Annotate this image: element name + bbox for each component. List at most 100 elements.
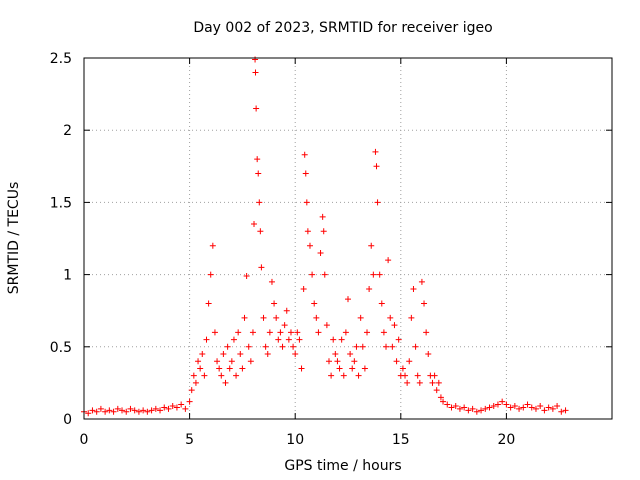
data-point — [303, 199, 310, 206]
data-point — [545, 404, 552, 411]
data-point — [366, 286, 373, 293]
data-point — [222, 379, 229, 386]
data-point — [252, 69, 259, 76]
data-point — [233, 372, 240, 379]
data-point — [294, 329, 301, 336]
data-point — [532, 405, 539, 412]
data-point — [355, 372, 362, 379]
data-point — [461, 404, 468, 411]
data-point — [285, 336, 292, 343]
data-point — [478, 407, 485, 414]
data-point — [224, 343, 231, 350]
data-point — [393, 358, 400, 365]
data-point — [353, 343, 360, 350]
data-point — [256, 199, 263, 206]
data-point — [376, 271, 383, 278]
data-point — [182, 405, 189, 412]
data-point — [425, 351, 432, 358]
data-point — [241, 314, 248, 321]
data-point — [378, 300, 385, 307]
data-point — [537, 403, 544, 410]
data-point — [520, 404, 527, 411]
data-point — [271, 300, 278, 307]
data-point — [452, 403, 459, 410]
data-point — [257, 228, 264, 235]
data-point — [279, 343, 286, 350]
data-point — [469, 405, 476, 412]
data-point — [243, 273, 250, 280]
data-point — [334, 358, 341, 365]
data-point — [499, 398, 506, 405]
x-tick-label: 10 — [286, 432, 304, 448]
data-point — [277, 329, 284, 336]
data-point — [482, 405, 489, 412]
data-point — [541, 407, 548, 414]
data-point — [169, 403, 176, 410]
y-tick-label: 1.5 — [50, 195, 72, 211]
data-point — [465, 407, 472, 414]
data-point — [287, 329, 294, 336]
data-point — [416, 379, 423, 386]
data-point — [421, 300, 428, 307]
data-point — [404, 379, 411, 386]
data-point — [374, 199, 381, 206]
data-point — [157, 407, 164, 414]
data-point — [549, 405, 556, 412]
data-point — [391, 322, 398, 329]
data-point — [192, 379, 199, 386]
data-point — [114, 405, 121, 412]
data-point — [188, 387, 195, 394]
data-point — [298, 365, 305, 372]
data-point — [448, 404, 455, 411]
data-point — [361, 365, 368, 372]
y-tick-label: 2.5 — [50, 51, 72, 67]
x-tick-label: 5 — [185, 432, 194, 448]
data-point — [433, 387, 440, 394]
plot-frame — [83, 57, 613, 420]
data-point — [228, 358, 235, 365]
data-point — [102, 408, 109, 415]
data-point — [253, 105, 260, 112]
data-point — [281, 322, 288, 329]
y-tick-label: 0 — [63, 412, 72, 428]
data-point — [368, 242, 375, 249]
data-point — [262, 343, 269, 350]
data-point — [418, 278, 425, 285]
data-marks — [81, 56, 569, 417]
data-point — [245, 343, 252, 350]
data-point — [359, 343, 366, 350]
y-axis-label: SRMTID / TECUs — [6, 182, 22, 295]
data-point — [93, 408, 100, 415]
y-tick-label: 0.5 — [50, 340, 72, 356]
data-point — [321, 271, 328, 278]
data-point — [364, 329, 371, 336]
data-point — [516, 405, 523, 412]
data-point — [309, 271, 316, 278]
data-point — [373, 163, 380, 170]
data-point — [260, 314, 267, 321]
data-point — [336, 365, 343, 372]
data-point — [205, 300, 212, 307]
data-point — [323, 322, 330, 329]
data-point — [558, 408, 565, 415]
data-point — [332, 351, 339, 358]
data-point — [486, 404, 493, 411]
data-point — [435, 379, 442, 386]
data-point — [211, 329, 218, 336]
data-point — [301, 151, 308, 158]
x-axis-label: GPS time / hours — [284, 458, 401, 474]
data-point — [275, 336, 282, 343]
data-point — [524, 401, 531, 408]
data-point — [249, 329, 256, 336]
data-point — [412, 343, 419, 350]
data-point — [255, 170, 262, 177]
data-point — [140, 407, 147, 414]
data-point — [247, 358, 254, 365]
data-point — [165, 405, 172, 412]
data-point — [511, 403, 518, 410]
data-point — [264, 351, 271, 358]
data-point — [387, 314, 394, 321]
data-point — [473, 408, 480, 415]
y-tick-label: 1 — [63, 268, 72, 284]
data-point — [528, 404, 535, 411]
